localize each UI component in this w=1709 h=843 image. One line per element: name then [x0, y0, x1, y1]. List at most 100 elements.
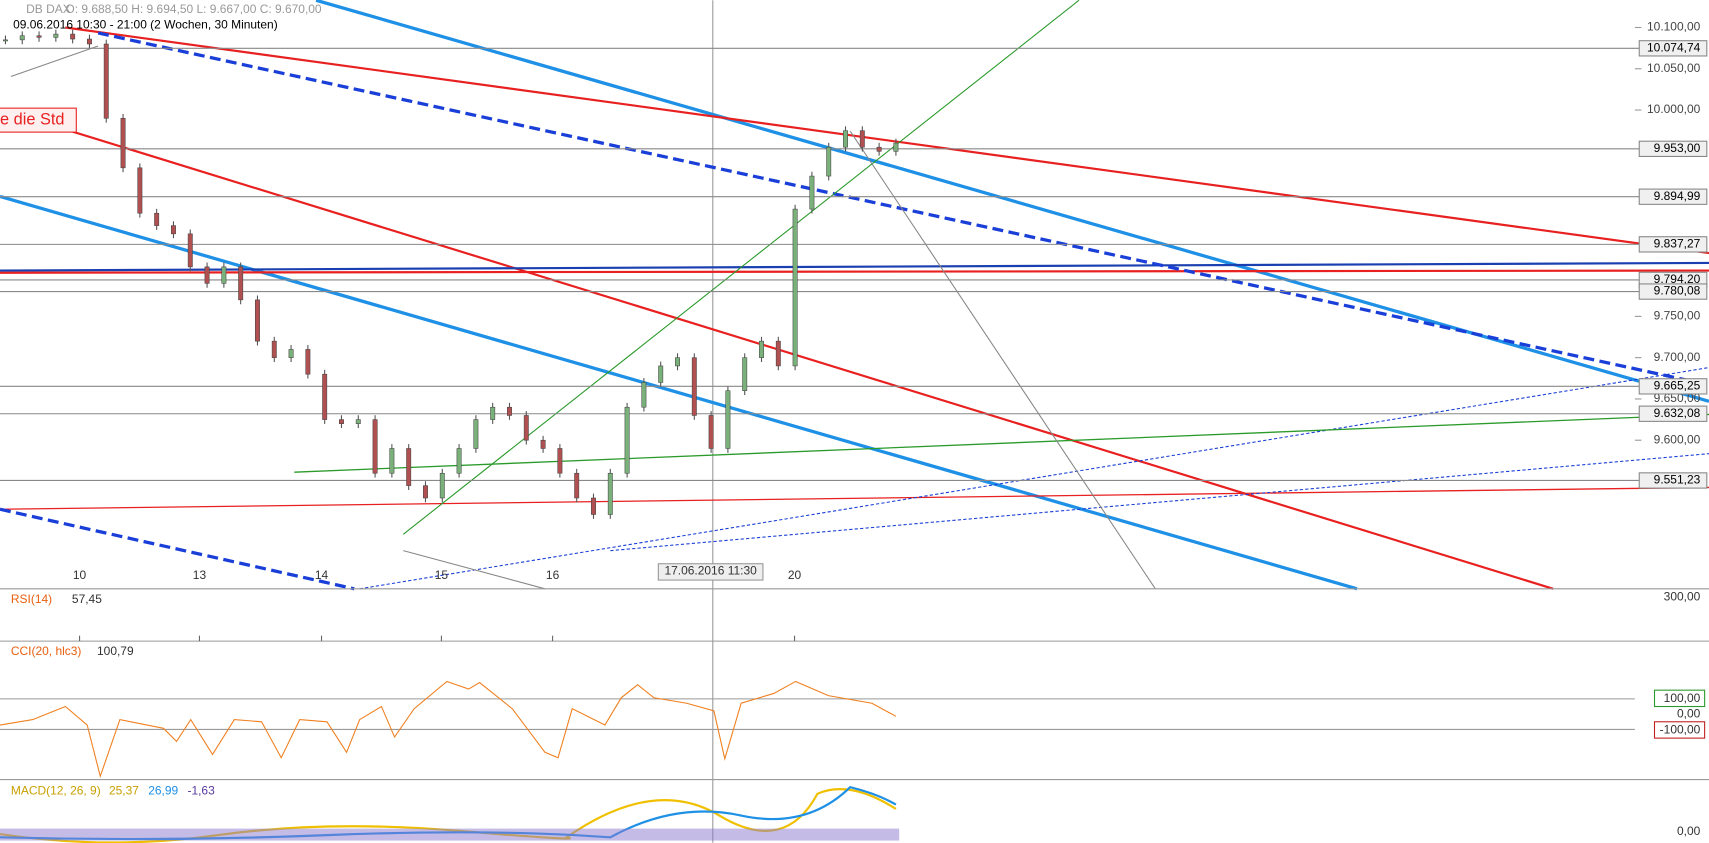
candle [641, 382, 647, 408]
macd-scale: 0,00 [1677, 824, 1701, 838]
candle [204, 266, 210, 284]
candle [859, 130, 865, 148]
date-label: 14 [315, 568, 329, 582]
candle [691, 357, 697, 416]
candle [893, 142, 899, 152]
cci-scale: 100,00 [1664, 691, 1701, 705]
price-label: 10.000,00 [1647, 102, 1701, 116]
price-label: 9.650,00 [1654, 391, 1701, 405]
candle [742, 357, 748, 391]
level-label: 9.665,25 [1654, 379, 1701, 393]
period: 09.06.2016 10:30 - 21:00 (2 Wochen, 30 M… [13, 17, 278, 31]
candle [137, 167, 143, 214]
crosshair-box [657, 563, 764, 581]
candle [439, 472, 445, 499]
crosshair-label: 17.06.2016 11:30 [664, 564, 757, 578]
candle [423, 485, 428, 499]
level-box [1638, 472, 1708, 489]
candle [473, 419, 479, 449]
candle [339, 419, 344, 424]
level-label: 9.894,99 [1654, 189, 1701, 203]
price-label: 10.050,00 [1647, 61, 1701, 75]
candle [456, 448, 462, 474]
candle [607, 472, 613, 515]
candle [792, 208, 798, 367]
candle [355, 419, 361, 424]
candle [658, 365, 664, 383]
ohlc: O: 9.688,50 H: 9.694,50 L: 9.667,00 C: 9… [65, 2, 322, 16]
candle [103, 43, 109, 119]
candle [389, 448, 395, 474]
cci-value: 100,79 [97, 644, 134, 658]
candle [154, 212, 160, 226]
level-label: 9.837,27 [1654, 237, 1701, 251]
candle [406, 448, 412, 486]
candle [759, 340, 764, 358]
candle [540, 439, 546, 449]
candle [70, 33, 76, 40]
level-label: 10.074,74 [1647, 41, 1701, 55]
candle [775, 340, 781, 367]
macd-value: 26,99 [148, 784, 178, 798]
candle [843, 130, 848, 148]
macd-value: 25,37 [109, 784, 139, 798]
candle [574, 472, 580, 499]
candle [876, 146, 882, 152]
rsi-scale: 300,00 [1664, 590, 1701, 604]
candle [490, 406, 496, 420]
candle [708, 415, 714, 449]
candle [171, 225, 176, 235]
candle [19, 35, 25, 41]
candle [2, 39, 8, 42]
level-box [1638, 405, 1708, 422]
level-label: 9.632,08 [1654, 406, 1701, 420]
level-box [1638, 140, 1708, 158]
rsi-label: RSI(14) [11, 592, 52, 606]
candle [120, 118, 126, 169]
candle [53, 33, 59, 38]
candle [322, 373, 328, 420]
level-box [1638, 283, 1708, 300]
candle [288, 349, 294, 358]
annotation-box [0, 107, 77, 133]
candle [187, 233, 193, 268]
level-label: 9.953,00 [1654, 141, 1701, 155]
candle [624, 406, 630, 474]
candle [221, 266, 227, 284]
date-label: 16 [546, 568, 560, 582]
level-label: 9.551,23 [1654, 473, 1701, 487]
date-label: 20 [788, 568, 802, 582]
candle [826, 146, 832, 177]
level-box [1638, 188, 1708, 205]
cci-box [1653, 689, 1706, 708]
level-box [1638, 40, 1708, 57]
level-box [1638, 236, 1708, 253]
date-label: 10 [73, 568, 87, 582]
cci-scale: -100,00 [1660, 723, 1701, 737]
level-box [1638, 378, 1708, 395]
candle [271, 340, 277, 358]
level-label: 9.794,20 [1654, 272, 1701, 286]
date-label: 15 [435, 568, 449, 582]
price-label: 9.700,00 [1654, 350, 1701, 364]
candle [507, 406, 512, 416]
date-label: 13 [193, 568, 207, 582]
candle [725, 390, 731, 449]
candle [675, 357, 680, 367]
level-label: 9.780,08 [1654, 284, 1701, 298]
candle [557, 448, 563, 474]
candle [809, 175, 815, 210]
rsi-value: 57,45 [72, 592, 102, 606]
annotation: e die Std [0, 110, 64, 128]
price-label: 9.750,00 [1654, 309, 1701, 323]
price-label: 10.100,00 [1647, 20, 1701, 34]
symbol: DB DAX [26, 2, 71, 16]
candle [591, 497, 596, 515]
candle [523, 415, 529, 441]
candle [372, 419, 378, 474]
macd-label: MACD(12, 26, 9) [11, 784, 101, 798]
candle [305, 349, 311, 375]
